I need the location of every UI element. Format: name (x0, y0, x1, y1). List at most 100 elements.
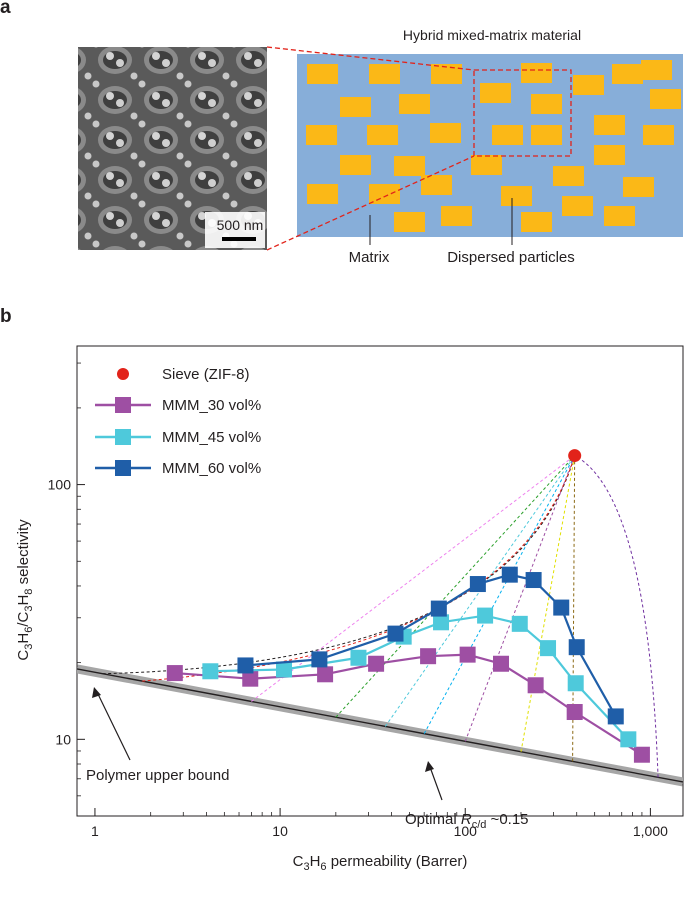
data-point (420, 648, 437, 665)
optimal-label: Optimal Rc/d ~0.15 (405, 811, 529, 831)
y-tick-label: 10 (55, 731, 71, 747)
particle-rect (480, 83, 511, 103)
x-tick-label: 10 (272, 823, 288, 839)
panel-a-letter: a (0, 0, 11, 18)
particle-rect (573, 75, 604, 95)
particle-rect (492, 125, 523, 145)
data-point (242, 670, 259, 687)
scale-bar (222, 237, 256, 241)
data-point (540, 640, 557, 657)
particle-rect (431, 64, 462, 84)
particle-rect (430, 123, 461, 143)
x-tick-label: 100 (454, 823, 478, 839)
upper-bound-label: Polymer upper bound (86, 767, 229, 784)
series-line (245, 573, 617, 717)
data-point (350, 649, 367, 666)
data-point (493, 655, 510, 672)
mixed-matrix-schematic: Hybrid mixed-matrix material Matrix Disp… (266, 27, 683, 266)
guide-curve (464, 455, 576, 742)
data-point (276, 661, 293, 678)
data-point (567, 675, 584, 692)
upper-bound-arrowhead (92, 687, 101, 698)
zoom-box (473, 69, 572, 157)
particle-rect (307, 184, 338, 204)
plot-content (77, 449, 683, 787)
sem-micrograph: 500 nm (78, 47, 267, 250)
upper-bound-arrow-line (96, 691, 131, 761)
optimal-annotation: Optimal Rc/d ~0.15 (405, 761, 529, 831)
schematic-title: Hybrid mixed-matrix material (403, 27, 581, 43)
data-point (433, 614, 450, 631)
particle-rect (340, 97, 371, 117)
data-point (202, 663, 219, 680)
data-point (620, 731, 637, 748)
legend-label: MMM_45 vol% (162, 429, 261, 446)
selectivity-chart: 1 10 100 1,000 10 100 Sieve (ZIF-8) MMM_30 vol… (15, 345, 684, 873)
data-point (566, 704, 583, 721)
guide-curve (335, 455, 576, 718)
legend: Sieve (ZIF-8) MMM_30 vol% MMM_45 vol% MMM_6… (95, 366, 261, 477)
legend-label: Sieve (ZIF-8) (162, 366, 250, 383)
data-point (525, 572, 542, 589)
matrix-label: Matrix (349, 249, 390, 266)
data-point (477, 607, 494, 624)
x-tick-label: 1,000 (633, 823, 668, 839)
plot-frame (76, 345, 684, 817)
optimal-arrow-line (429, 766, 443, 801)
particle-rect (623, 177, 654, 197)
particle-rect (521, 63, 552, 83)
data-point (607, 708, 624, 725)
optimal-arrowhead (425, 761, 434, 772)
particle-rect (594, 145, 625, 165)
particle-rect (307, 64, 338, 84)
zoom-line-top (266, 46, 475, 71)
particle-rect (369, 184, 400, 204)
axis-ticks: 1 10 100 1,000 10 100 (48, 362, 668, 839)
series-layer (166, 449, 650, 763)
upper-bound-band (77, 664, 683, 787)
scale-bar-background (205, 212, 265, 248)
x-axis-label: C3H6 permeability (Barrer) (293, 853, 468, 873)
legend-label: MMM_60 vol% (162, 460, 261, 477)
particle-rect (641, 60, 672, 80)
panel-b-letter: b (0, 306, 12, 327)
data-point (459, 646, 476, 663)
upper-bound-annotation: Polymer upper bound (86, 687, 229, 784)
particle-rect (441, 206, 472, 226)
particle-rect (553, 166, 584, 186)
dispersed-particles (306, 60, 681, 232)
particle-rect (531, 94, 562, 114)
data-point (469, 576, 486, 593)
particle-rect (612, 64, 643, 84)
particle-rect (399, 94, 430, 114)
particle-rect (562, 196, 593, 216)
legend-label: MMM_30 vol% (162, 397, 261, 414)
legend-marker (115, 460, 131, 476)
particle-rect (421, 175, 452, 195)
particle-rect (394, 212, 425, 232)
guide-curve (102, 455, 576, 675)
data-point (166, 665, 183, 682)
data-point (317, 666, 334, 683)
legend-marker (115, 429, 131, 445)
particle-rect (604, 206, 635, 226)
zoom-line-bottom (266, 155, 475, 251)
y-tick-label: 100 (48, 477, 72, 493)
data-point (387, 625, 404, 642)
particle-rect (594, 115, 625, 135)
particle-rect (306, 125, 337, 145)
upper-bound-line (77, 668, 683, 783)
particle-rect (471, 155, 502, 175)
x-tick-label: 1 (91, 823, 99, 839)
data-point (568, 639, 585, 656)
scale-bar-label: 500 nm (217, 217, 264, 233)
data-point (511, 615, 528, 632)
particles-label: Dispersed particles (447, 249, 575, 266)
data-point (633, 746, 650, 763)
data-point (527, 677, 544, 694)
legend-marker (117, 368, 129, 380)
particle-rect (650, 89, 681, 109)
data-point (430, 600, 447, 617)
particle-rect (394, 156, 425, 176)
particle-rect (367, 125, 398, 145)
